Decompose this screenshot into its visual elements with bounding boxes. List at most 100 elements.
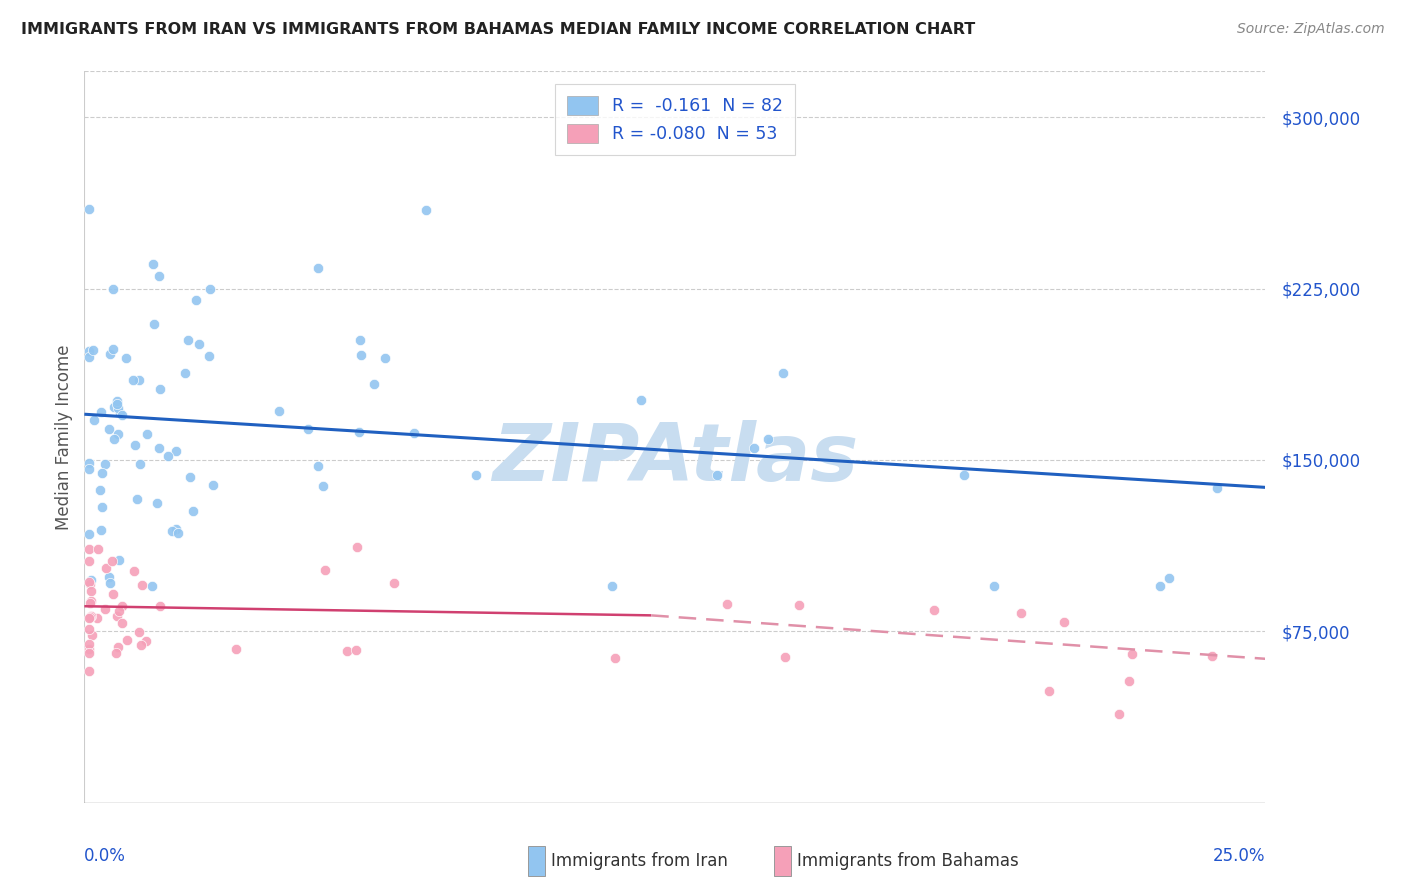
Text: 0.0%: 0.0% bbox=[84, 847, 127, 864]
Point bbox=[77, 637, 100, 651]
Point bbox=[314, 563, 336, 577]
Point bbox=[94, 561, 117, 575]
Point bbox=[77, 575, 100, 590]
Point bbox=[105, 609, 128, 624]
Point bbox=[136, 427, 159, 442]
Point bbox=[93, 602, 115, 616]
Text: Immigrants from Iran: Immigrants from Iran bbox=[551, 852, 728, 870]
Point bbox=[105, 393, 128, 408]
Point bbox=[97, 570, 120, 584]
Point bbox=[111, 599, 134, 613]
Point bbox=[1108, 706, 1130, 721]
Point bbox=[103, 432, 125, 446]
Point bbox=[128, 625, 150, 640]
Point bbox=[94, 457, 117, 471]
Point bbox=[177, 334, 200, 348]
Point bbox=[187, 336, 209, 351]
Point bbox=[605, 651, 627, 665]
Point bbox=[79, 610, 101, 624]
Point bbox=[307, 261, 329, 276]
Point bbox=[336, 644, 359, 658]
Point bbox=[179, 469, 201, 483]
Point bbox=[142, 318, 165, 332]
Point bbox=[1038, 683, 1060, 698]
Point bbox=[1201, 648, 1223, 663]
Point bbox=[77, 623, 100, 637]
Point bbox=[146, 496, 169, 510]
Point bbox=[197, 350, 219, 364]
Point bbox=[953, 467, 976, 482]
Point bbox=[110, 409, 132, 423]
Point bbox=[1149, 579, 1171, 593]
Point bbox=[101, 342, 124, 356]
Point bbox=[415, 202, 437, 217]
Point bbox=[184, 293, 207, 307]
Point bbox=[108, 553, 131, 567]
Text: ZIPAtlas: ZIPAtlas bbox=[492, 420, 858, 498]
Point bbox=[90, 523, 112, 537]
Point bbox=[148, 268, 170, 283]
Point bbox=[127, 491, 149, 506]
Point bbox=[297, 422, 319, 436]
Point bbox=[1159, 571, 1181, 585]
Point bbox=[98, 347, 121, 361]
Point bbox=[706, 468, 728, 483]
Point bbox=[77, 461, 100, 475]
Point bbox=[166, 525, 188, 540]
Point bbox=[181, 504, 204, 518]
Point bbox=[82, 343, 104, 358]
Legend: R =  -0.161  N = 82, R = -0.080  N = 53: R = -0.161 N = 82, R = -0.080 N = 53 bbox=[554, 84, 796, 155]
Point bbox=[374, 351, 396, 366]
Point bbox=[198, 282, 221, 296]
Point bbox=[773, 650, 796, 665]
Point bbox=[173, 366, 195, 380]
Text: Immigrants from Bahamas: Immigrants from Bahamas bbox=[797, 852, 1019, 870]
Point bbox=[77, 527, 100, 541]
Point bbox=[202, 478, 225, 492]
Point bbox=[86, 610, 108, 624]
Point bbox=[79, 576, 101, 591]
Point bbox=[149, 599, 172, 613]
Point bbox=[128, 457, 150, 471]
Point bbox=[90, 500, 112, 515]
Point bbox=[756, 432, 779, 446]
Point bbox=[267, 404, 290, 418]
Point bbox=[90, 405, 112, 419]
Point bbox=[772, 366, 794, 380]
Point bbox=[382, 576, 405, 591]
Point bbox=[465, 467, 488, 482]
Point bbox=[124, 438, 146, 452]
Point bbox=[122, 373, 145, 387]
Point bbox=[924, 603, 946, 617]
Point bbox=[80, 584, 103, 599]
Point bbox=[77, 456, 100, 470]
Point bbox=[114, 351, 136, 365]
Point bbox=[77, 541, 100, 556]
Point bbox=[156, 450, 179, 464]
Point bbox=[111, 616, 134, 631]
Point bbox=[103, 587, 125, 601]
Point bbox=[98, 576, 121, 591]
Point bbox=[80, 573, 103, 587]
Point bbox=[80, 593, 103, 607]
Point bbox=[308, 459, 330, 474]
Point bbox=[350, 348, 373, 362]
Point bbox=[79, 596, 101, 610]
Point bbox=[115, 633, 138, 648]
Point bbox=[129, 638, 152, 652]
Point bbox=[80, 628, 103, 642]
Point bbox=[1121, 648, 1143, 662]
Point bbox=[1206, 481, 1229, 495]
Point bbox=[77, 351, 100, 365]
Point bbox=[165, 443, 187, 458]
Point bbox=[1053, 615, 1076, 629]
Point bbox=[103, 401, 125, 415]
Point bbox=[404, 425, 426, 440]
Point bbox=[128, 373, 150, 387]
Point bbox=[79, 609, 101, 624]
Point bbox=[89, 483, 111, 497]
Point bbox=[77, 664, 100, 678]
Point bbox=[77, 343, 100, 358]
Point bbox=[1118, 673, 1140, 688]
Point bbox=[346, 541, 368, 555]
